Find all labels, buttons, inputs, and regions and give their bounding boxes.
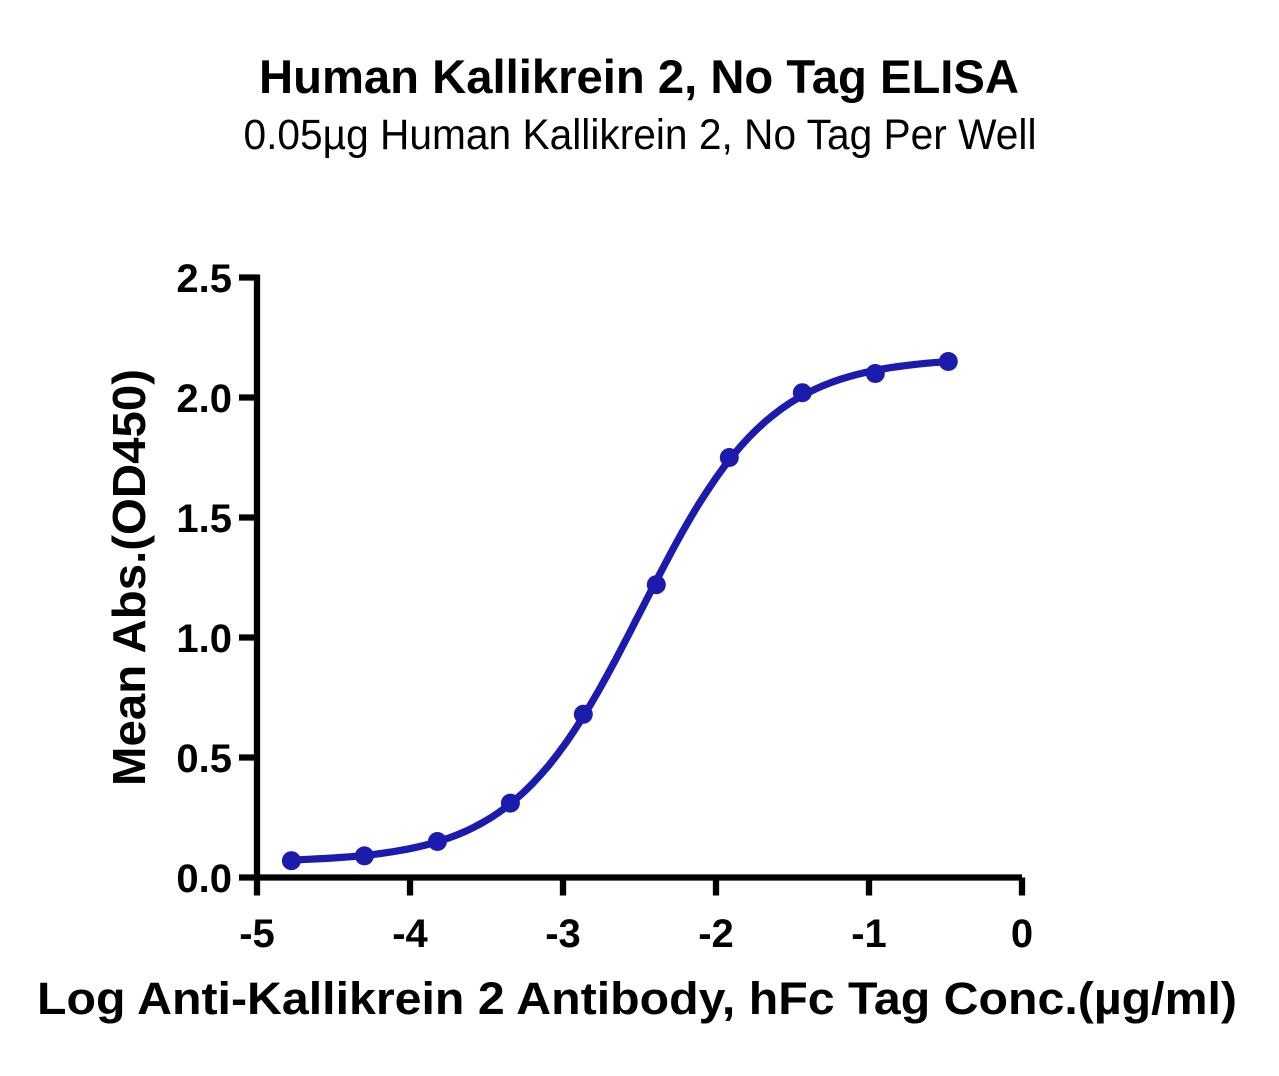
svg-text:-3: -3 <box>545 912 581 956</box>
svg-text:1.0: 1.0 <box>176 617 232 661</box>
svg-text:Log Anti-Kallikrein 2 Antibody: Log Anti-Kallikrein 2 Antibody, hFc Tag … <box>37 973 1237 1024</box>
svg-text:2.5: 2.5 <box>176 257 232 301</box>
svg-text:0: 0 <box>1011 912 1033 956</box>
svg-text:0.5: 0.5 <box>176 737 232 781</box>
svg-text:Mean Abs.(OD450): Mean Abs.(OD450) <box>103 369 155 786</box>
svg-text:1.5: 1.5 <box>176 497 232 541</box>
svg-text:-5: -5 <box>239 912 275 956</box>
svg-text:-1: -1 <box>851 912 887 956</box>
svg-text:2.0: 2.0 <box>176 377 232 421</box>
svg-text:-2: -2 <box>698 912 734 956</box>
svg-text:0.05µg Human Kallikrein 2, No: 0.05µg Human Kallikrein 2, No Tag Per We… <box>244 112 1037 159</box>
svg-text:-4: -4 <box>392 912 428 956</box>
svg-text:0.0: 0.0 <box>176 857 232 901</box>
svg-text:Human Kallikrein 2, No Tag ELI: Human Kallikrein 2, No Tag ELISA <box>259 50 1019 103</box>
